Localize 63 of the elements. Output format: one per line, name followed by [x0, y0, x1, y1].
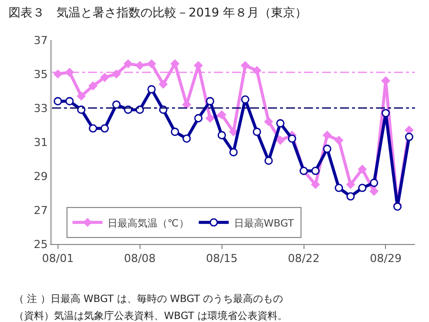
point [135, 60, 144, 70]
point [229, 148, 238, 156]
point [288, 134, 296, 143]
point [170, 59, 180, 68]
point [241, 95, 250, 104]
point [76, 92, 86, 101]
y-tick-label: 37 [34, 34, 48, 47]
point [346, 180, 356, 190]
point [382, 108, 390, 118]
point [88, 81, 98, 90]
point [218, 131, 226, 140]
point [334, 136, 344, 145]
point [405, 132, 414, 142]
legend-label: 日最高WBGT [234, 217, 295, 230]
point [334, 184, 344, 192]
point [194, 114, 203, 122]
point [88, 124, 98, 133]
y-tick-label: 35 [34, 68, 48, 81]
chart-title: 図表３ 気温と暑さ指数の比較－2019 年８月（東京） [8, 5, 307, 20]
point [124, 59, 133, 68]
point [182, 134, 191, 143]
y-tick-label: 25 [34, 238, 48, 251]
point [323, 144, 332, 153]
point [370, 178, 378, 187]
point [206, 114, 215, 123]
text: （ 注 ）日最高 WBGT は、毎時の WBGT のうち最高のもの [14, 293, 284, 305]
point [276, 136, 285, 145]
point [322, 130, 332, 140]
point [264, 117, 274, 126]
point [206, 97, 214, 106]
point [100, 124, 109, 133]
point [100, 72, 110, 82]
y-tick-label: 29 [34, 170, 48, 183]
point [217, 110, 226, 120]
text: （資料）気温は気象庁公表資料、WBGT は環境省公表資料。 [14, 310, 288, 322]
point [158, 80, 168, 89]
x-tick-label: 08/01 [42, 252, 74, 266]
point [369, 186, 379, 196]
point [311, 166, 320, 176]
point [264, 156, 273, 165]
point [77, 106, 86, 114]
point [252, 128, 262, 136]
x-tick-label: 08/22 [288, 252, 320, 266]
point [136, 106, 144, 114]
point [358, 164, 367, 174]
y-tick-label: 31 [34, 136, 48, 149]
x-tick-label: 08/08 [124, 252, 156, 266]
x-tick-label: 08/15 [206, 252, 238, 266]
x-tick-label: 08/29 [370, 252, 402, 266]
point [65, 97, 74, 106]
point [170, 128, 180, 136]
point [112, 100, 121, 109]
point [146, 59, 156, 68]
point [358, 184, 366, 192]
y-tick-label: 27 [34, 204, 48, 217]
point [147, 85, 156, 94]
y-tick-label: 33 [34, 102, 48, 115]
point [240, 60, 250, 70]
point [276, 119, 284, 128]
point [54, 97, 62, 106]
point [346, 192, 355, 201]
point [310, 180, 320, 190]
legend-label: 日最高気温（℃） [108, 217, 189, 230]
